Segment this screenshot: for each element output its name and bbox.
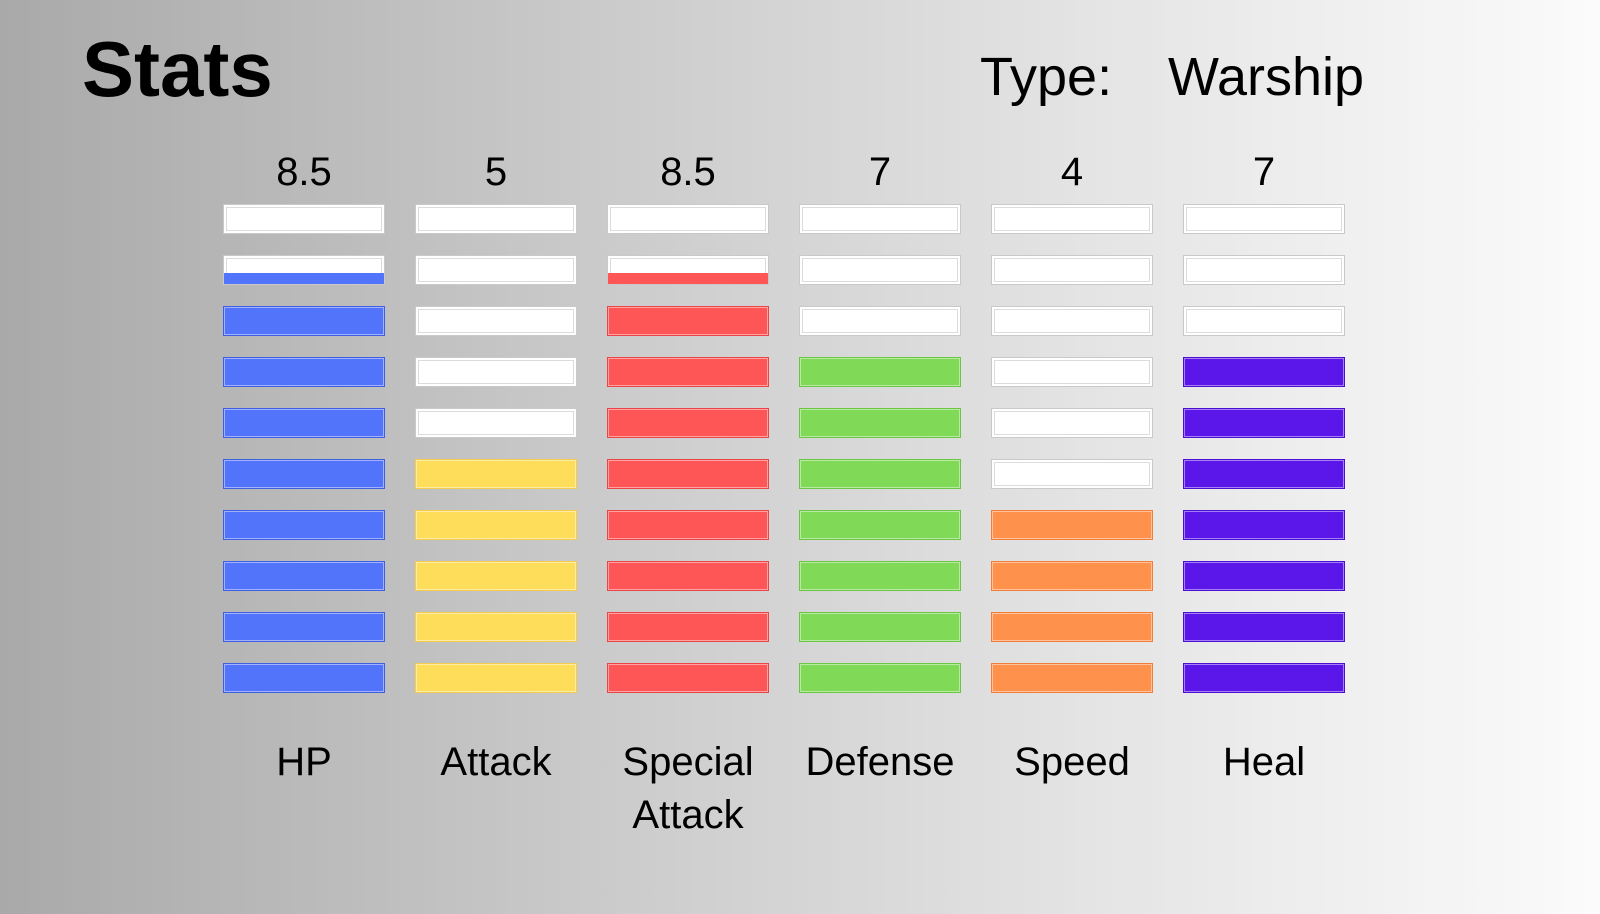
stat-bar-segment (415, 561, 577, 591)
stat-bar-segment (607, 510, 769, 540)
stat-bar-segment (991, 510, 1153, 540)
stat-bar-segment (607, 408, 769, 438)
stat-bar-segment (223, 663, 385, 693)
stat-bar-segment (799, 204, 961, 234)
stat-bar-segment (607, 204, 769, 234)
stat-bar-segment (1183, 612, 1345, 642)
stat-bar-segment (799, 255, 961, 285)
stat-bar-segment (415, 612, 577, 642)
stat-value-1: 5 (484, 150, 508, 194)
stat-bar-segment (799, 663, 961, 693)
stat-bar-segment (1183, 663, 1345, 693)
stat-bar-segment (607, 612, 769, 642)
stat-bar-segment (991, 459, 1153, 489)
stat-bar-segment (1183, 561, 1345, 591)
stat-bar-partial-fill (608, 272, 768, 284)
stat-value-5: 7 (1252, 150, 1276, 194)
stat-bar-segment (1183, 255, 1345, 285)
stat-label-1: Attack (440, 740, 552, 784)
stat-bar-segment (799, 561, 961, 591)
stat-bar-segment (223, 510, 385, 540)
stat-label-2: Special Attack (622, 740, 754, 837)
stat-label-3: Defense (805, 740, 955, 784)
stat-value-2: 8.5 (660, 150, 716, 194)
stat-bar-segment (799, 510, 961, 540)
stat-bar-segment (223, 612, 385, 642)
stat-bar-partial-fill (224, 272, 384, 284)
stat-bar-segment (223, 561, 385, 591)
stat-bar-segment (223, 357, 385, 387)
stat-bar-segment (415, 408, 577, 438)
stat-value-0: 8.5 (276, 150, 332, 194)
stat-bar-segment (991, 612, 1153, 642)
stat-bar-segment (799, 459, 961, 489)
stat-bar-segment (223, 459, 385, 489)
stat-bar-segment (607, 459, 769, 489)
type-value: Warship (1168, 47, 1365, 107)
stat-label-0: HP (276, 740, 332, 784)
stat-bar-segment (991, 408, 1153, 438)
stat-bar-segment (1183, 510, 1345, 540)
stat-label-4: Speed (1014, 740, 1130, 784)
stat-bar-segment (1183, 459, 1345, 489)
stat-bar-segment (415, 306, 577, 336)
stat-bar-segment (1183, 306, 1345, 336)
stat-bar-segment (607, 255, 769, 285)
stat-bar-segment (607, 561, 769, 591)
stat-bar-segment (991, 663, 1153, 693)
stat-bar-segment (1183, 204, 1345, 234)
stat-bar-segment (1183, 408, 1345, 438)
stat-label-5: Heal (1222, 740, 1306, 784)
stat-bar-segment (223, 204, 385, 234)
stat-bar-segment (223, 255, 385, 285)
stat-bar-segment (607, 357, 769, 387)
stat-bar-segment (991, 561, 1153, 591)
stat-bar-segment (799, 612, 961, 642)
stat-value-4: 4 (1060, 150, 1084, 194)
stat-bar-segment (607, 306, 769, 336)
stat-bar-segment (415, 459, 577, 489)
type-label: Type: (980, 47, 1113, 107)
stat-bar-segment (1183, 357, 1345, 387)
stat-bar-segment (223, 408, 385, 438)
stat-bar-segment (415, 204, 577, 234)
stat-bar-segment (415, 510, 577, 540)
stat-bar-segment (607, 663, 769, 693)
page-title: Stats (82, 25, 273, 113)
stat-bar-segment (991, 357, 1153, 387)
stat-bar-segment (991, 306, 1153, 336)
stat-bar-segment (799, 408, 961, 438)
stat-bar-segment (415, 357, 577, 387)
stat-bar-segment (415, 663, 577, 693)
stat-bar-segment (991, 204, 1153, 234)
stat-bar-segment (415, 255, 577, 285)
stat-value-3: 7 (868, 150, 892, 194)
stat-bar-segment (799, 357, 961, 387)
stat-bar-segment (991, 255, 1153, 285)
stat-bar-segment (799, 306, 961, 336)
stat-bar-segment (223, 306, 385, 336)
